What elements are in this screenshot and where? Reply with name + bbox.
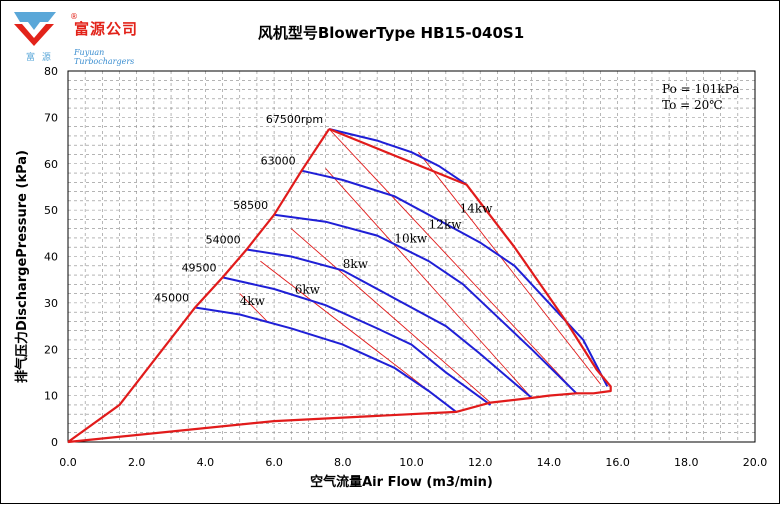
x-tick-label: 0.0	[59, 456, 77, 469]
x-tick-label: 18.0	[674, 456, 699, 469]
power-label: 12kw	[429, 218, 463, 232]
power-label: 4kw	[240, 294, 266, 308]
power-label: 8kw	[343, 257, 369, 271]
speed-label: 58500	[233, 199, 268, 212]
curve-labels: 45000 49500 54000 58500 63000 67500rpm 4kw 6kw 8…	[154, 113, 493, 308]
surge-line	[67, 128, 331, 443]
envelope-lines	[67, 127, 612, 444]
x-tick-label: 20.0	[743, 456, 768, 469]
x-tick-label: 16.0	[605, 456, 630, 469]
power-label: 6kw	[295, 283, 321, 297]
speed-label: 63000	[261, 155, 296, 168]
speed-label: 49500	[182, 261, 217, 274]
y-tick-label: 0	[51, 436, 58, 449]
power-label: 14kw	[460, 201, 494, 215]
power-label: 10kw	[394, 232, 428, 246]
y-axis-ticks: 0 10 20 30 40 50 60 70 80	[44, 65, 58, 449]
speed-line	[194, 306, 457, 413]
chart-title: 风机型号BlowerType HB15-040S1	[257, 24, 525, 42]
x-tick-label: 10.0	[399, 456, 424, 469]
speed-line	[328, 128, 468, 186]
power-line	[291, 228, 491, 403]
speed-label: 54000	[206, 234, 241, 247]
speed-lines	[194, 128, 609, 413]
speed-line	[246, 248, 533, 399]
y-axis-title: 排气压力DischargePressure (kPa)	[14, 150, 30, 383]
company-name: 富源公司	[74, 20, 139, 38]
registered-mark: ®	[70, 12, 78, 21]
y-tick-label: 70	[44, 111, 58, 124]
logo-subtitle-en: Fuyuan Turbochargers	[74, 48, 135, 66]
power-lines	[239, 128, 601, 413]
x-tick-label: 14.0	[537, 456, 562, 469]
company-logo: ® 富源公司 富 源 Fuyuan Turbochargers	[12, 8, 162, 66]
power-line	[328, 128, 577, 394]
x-tick-label: 2.0	[128, 456, 146, 469]
y-tick-label: 10	[44, 390, 58, 403]
y-tick-label: 80	[44, 65, 58, 78]
logo-subtitle-cn: 富 源	[26, 53, 53, 63]
power-line	[325, 168, 533, 399]
x-axis-ticks: 0.0 2.0 4.0 6.0 8.0 10.0 12.0 14.0 16.0 18.0 20.0	[59, 456, 767, 469]
power-line	[418, 151, 601, 385]
choke-line	[67, 127, 612, 444]
speed-line	[222, 276, 492, 406]
y-tick-label: 20	[44, 343, 58, 356]
y-tick-label: 50	[44, 204, 58, 217]
y-tick-label: 30	[44, 297, 58, 310]
speed-label: 67500rpm	[266, 113, 323, 126]
x-tick-label: 4.0	[197, 456, 215, 469]
x-tick-label: 8.0	[334, 456, 352, 469]
x-axis-title: 空气流量Air Flow (m3/min)	[310, 474, 493, 490]
condition-temperature: To = 20℃	[662, 98, 723, 112]
y-tick-label: 40	[44, 251, 58, 264]
x-tick-label: 6.0	[265, 456, 283, 469]
power-line	[239, 293, 268, 322]
logo-mark-icon	[14, 12, 56, 46]
speed-label: 45000	[154, 292, 189, 305]
condition-pressure: Po = 101kPa	[662, 82, 739, 96]
plot-border	[67, 70, 756, 443]
x-tick-label: 12.0	[468, 456, 493, 469]
y-tick-label: 60	[44, 158, 58, 171]
grid	[68, 71, 755, 442]
speed-line	[301, 169, 609, 387]
speed-line	[273, 213, 578, 395]
